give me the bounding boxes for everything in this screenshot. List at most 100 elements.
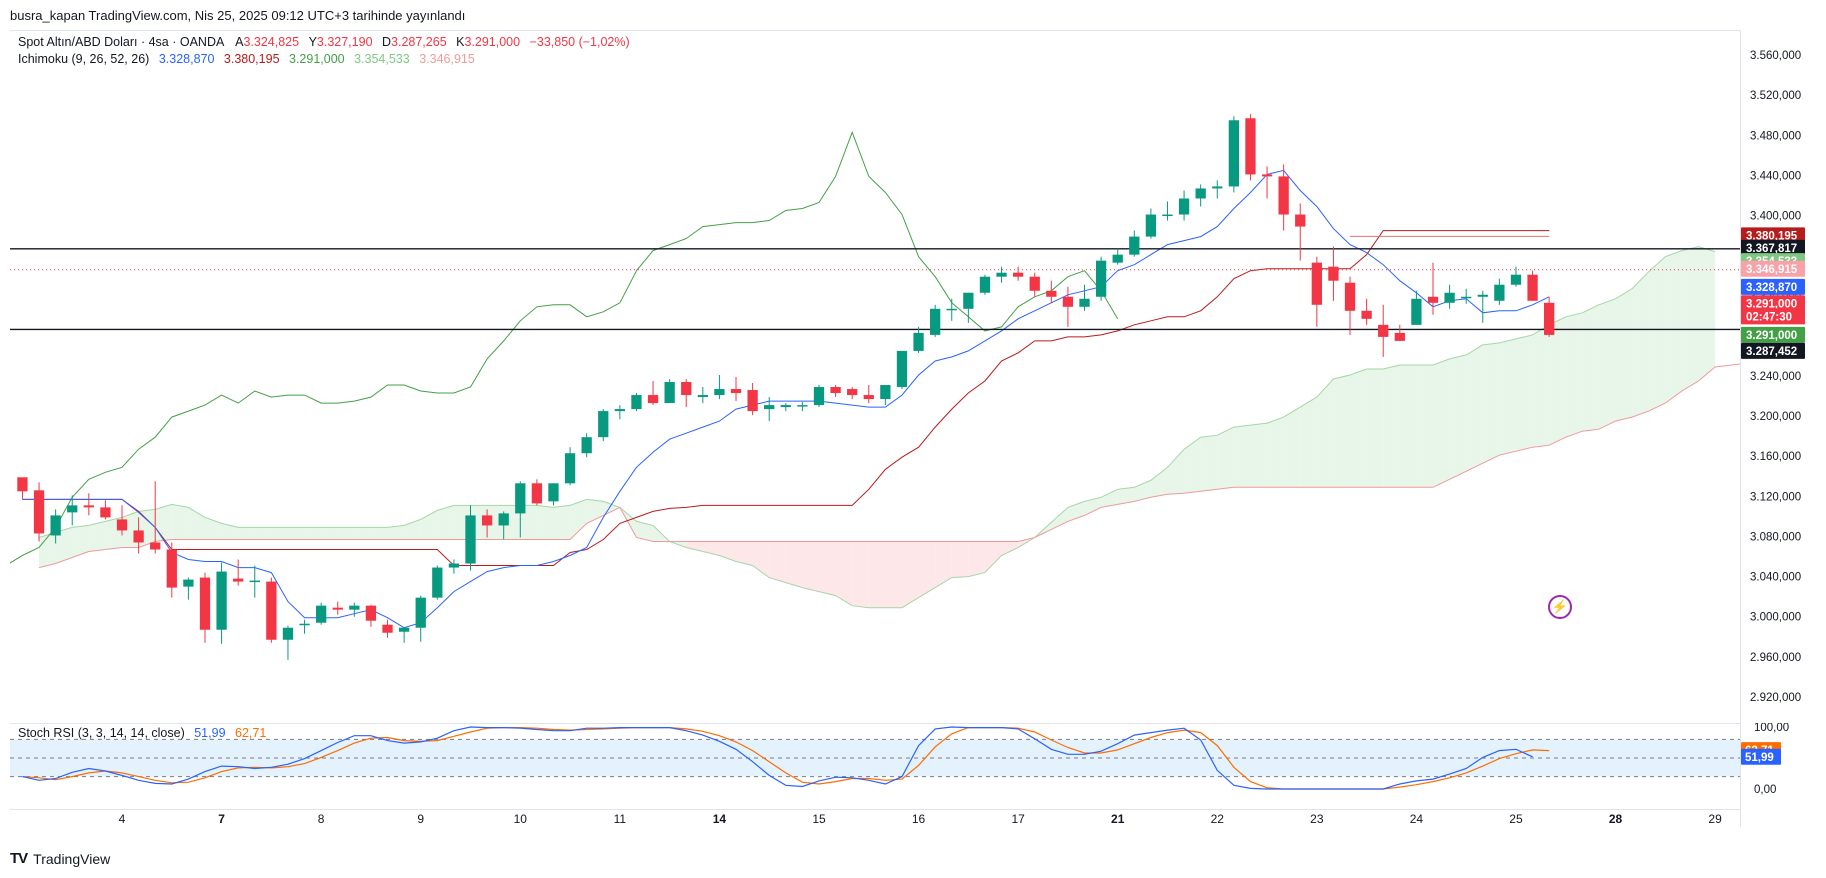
ichimoku-cloud-segment: [1598, 298, 1616, 430]
candle-body: [1510, 274, 1522, 285]
price-pane[interactable]: Spot Altın/ABD Doları · 4sa · OANDA A3.3…: [10, 30, 1740, 724]
low-value: 3.287,265: [391, 35, 447, 49]
ichimoku-cloud-segment: [653, 525, 670, 542]
candle-body: [1278, 176, 1289, 215]
ichimoku-cloud-segment: [1150, 467, 1168, 498]
price-badge-label: 3.367,817: [1746, 243, 1797, 255]
candle-body: [747, 390, 758, 412]
ichimoku-cloud-segment: [536, 505, 554, 540]
candle-body: [1145, 214, 1157, 237]
candle-body: [714, 389, 725, 396]
ichimoku-cloud-segment: [636, 521, 654, 542]
ichimoku-cloud-segment: [1482, 342, 1500, 464]
ichimoku-title[interactable]: Ichimoku (9, 26, 52, 26): [18, 52, 150, 66]
time-tick-label: 17: [1011, 812, 1025, 826]
stoch-legend[interactable]: Stoch RSI (3, 3, 14, 14, close) 51,99 62…: [18, 726, 266, 740]
time-tick-label: 7: [218, 812, 225, 826]
ichimoku-cloud-segment: [835, 541, 853, 606]
ichimoku-cloud-segment: [1233, 425, 1251, 488]
ichimoku-cloud-segment: [1250, 423, 1268, 488]
ichimoku-lead-b-value: 3.346,915: [419, 52, 475, 66]
stoch-rsi-pane[interactable]: Stoch RSI (3, 3, 14, 14, close) 51,99 62…: [10, 723, 1740, 810]
tradingview-logo[interactable]: TV TradingView: [10, 850, 110, 867]
candle-body: [780, 405, 791, 408]
price-axis[interactable]: 3.560,000 3.520,000 3.480,000 3.440,000 3.40…: [1740, 30, 1826, 722]
high-value: 3.327,190: [316, 35, 373, 49]
ichimoku-cloud-segment: [1001, 541, 1019, 556]
ichimoku-lagging-line: [10, 130, 1119, 564]
stoch-d-value: 62,71: [235, 726, 267, 740]
stoch-rsi-chart[interactable]: [10, 723, 1740, 809]
price-badge: [1741, 260, 1805, 277]
ichimoku-cloud-segment: [951, 541, 969, 578]
time-tick-label: 11: [614, 812, 627, 826]
ichimoku-cloud-segment: [39, 532, 56, 568]
ichimoku-cloud-segment: [769, 541, 786, 583]
ichimoku-cloud-segment: [1051, 507, 1068, 530]
price-tick-label: 2.920,000: [1750, 692, 1801, 704]
ichimoku-cloud-segment: [520, 505, 537, 540]
candle-body: [1544, 302, 1555, 335]
ichimoku-cloud-segment: [802, 541, 819, 592]
candle-body: [1378, 324, 1389, 337]
time-axis[interactable]: 4 7 8 9 10 11 14 15 16 17 21 22 23 24 25 28 29: [10, 810, 1740, 828]
candle-body: [1079, 298, 1090, 307]
ichimoku-cloud-segment: [1267, 417, 1284, 488]
ichimoku-cloud-segment: [287, 527, 305, 540]
ichimoku-cloud-segment: [254, 527, 272, 540]
price-tick-label: 3.000,000: [1750, 612, 1801, 624]
candle-body: [465, 515, 476, 564]
candle-body: [365, 605, 377, 621]
ichimoku-cloud-segment: [1449, 354, 1467, 480]
ichimoku-cloud-segment: [155, 504, 172, 542]
candle-body: [349, 605, 360, 610]
candle-body: [1062, 296, 1074, 307]
ichimoku-cloud-segment: [354, 527, 371, 540]
ichimoku-cloud-segment: [55, 527, 73, 564]
candle-body: [664, 382, 675, 404]
price-badge-label: 3.346,915: [1746, 264, 1798, 276]
candle-body: [863, 395, 874, 400]
price-tick-label: 3.400,000: [1750, 211, 1801, 223]
price-axis-border: [1740, 30, 1741, 827]
candle-body: [166, 549, 177, 588]
ichimoku-cloud-segment: [935, 541, 952, 588]
candle-body: [1245, 118, 1256, 175]
candle-body: [1444, 292, 1455, 303]
ichimoku-cloud-segment: [686, 541, 703, 552]
price-tick-label: 3.040,000: [1750, 572, 1801, 584]
candle-body: [116, 519, 128, 531]
ichimoku-cloud-segment: [204, 517, 222, 540]
ichimoku-base-value: 3.380,195: [223, 52, 280, 66]
symbol-legend[interactable]: Spot Altın/ABD Doları · 4sa · OANDA A3.3…: [18, 35, 630, 49]
candle-body: [813, 387, 825, 406]
ichimoku-cloud-segment: [370, 527, 388, 540]
ichimoku-lead-b-line: [38, 363, 1740, 569]
ichimoku-cloud-segment: [1665, 250, 1682, 404]
candle-body: [1295, 214, 1306, 227]
ichimoku-cloud-segment: [1632, 271, 1649, 418]
ichimoku-cloud-segment: [1582, 304, 1599, 432]
candle-body: [1162, 214, 1173, 217]
ichimoku-cloud-segment: [852, 541, 869, 608]
candle-body: [598, 411, 609, 438]
candle-body: [1228, 120, 1240, 187]
change-value: −33,850 (−1,02%): [529, 35, 630, 49]
stoch-axis[interactable]: 100,000,0062,7151,99: [1740, 723, 1826, 809]
ichimoku-cloud-segment: [1432, 358, 1450, 488]
candle-body: [1095, 260, 1107, 297]
ichimoku-cloud-segment: [818, 541, 836, 596]
candle-body: [697, 395, 708, 398]
candle-body: [299, 623, 310, 626]
ichimoku-legend[interactable]: Ichimoku (9, 26, 52, 26) 3.328,870 3.380…: [18, 52, 475, 66]
symbol-title[interactable]: Spot Altın/ABD Doları · 4sa · OANDA: [18, 35, 224, 49]
stoch-title[interactable]: Stoch RSI (3, 3, 14, 14, close): [18, 726, 185, 740]
lightning-icon[interactable]: ⚡: [1548, 595, 1572, 619]
candle-body: [880, 385, 891, 400]
candle-body: [382, 624, 393, 633]
stoch-k-value: 51,99: [194, 726, 226, 740]
price-chart[interactable]: [10, 31, 1740, 723]
ichimoku-cloud-segment: [1217, 427, 1234, 490]
candle-body: [515, 483, 526, 514]
time-tick-label: 25: [1509, 812, 1523, 826]
